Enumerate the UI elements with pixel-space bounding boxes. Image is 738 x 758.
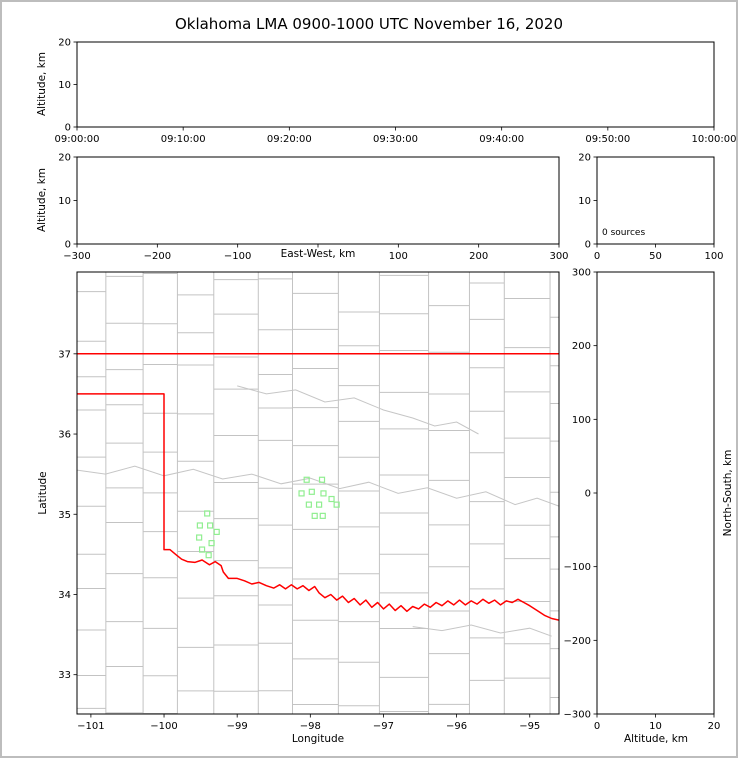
y-tick-label: 0 [585, 489, 591, 500]
alt-histogram-panel: 0 50 100 0 10 20 0 sources [578, 153, 723, 263]
ew-height-xlabel: East-West, km [280, 248, 356, 260]
station-marker [196, 522, 203, 529]
station-marker [213, 528, 220, 536]
station-marker [315, 501, 323, 508]
y-tick-label: 10 [578, 196, 591, 207]
station-marker [308, 488, 315, 495]
x-tick-label: 09:30:00 [373, 134, 418, 145]
station-marker [333, 501, 340, 508]
y-tick-label: 20 [578, 153, 591, 164]
x-tick-label: 09:20:00 [267, 134, 312, 145]
x-tick-label: −100 [224, 251, 251, 262]
station-marker [320, 490, 327, 497]
station-marker [311, 512, 318, 519]
y-tick-label: 34 [58, 590, 71, 601]
plan-view-panel: −101 −100 −99 −98 −97 −96 −95 33 34 35 36 37 [58, 271, 560, 732]
x-tick-label: 10 [649, 721, 662, 732]
x-tick-label: −300 [63, 251, 90, 262]
station-marker [303, 476, 310, 483]
station-marker [205, 552, 212, 559]
station-marker [208, 540, 215, 547]
x-tick-label: 100 [704, 251, 723, 262]
lma-stations [196, 476, 340, 559]
x-tick-label: −99 [227, 721, 248, 732]
y-tick-label: 300 [572, 268, 591, 279]
y-tick-label: −100 [564, 562, 591, 573]
station-marker [298, 490, 305, 497]
state-border [77, 353, 559, 621]
plan-view-xlabel: Longitude [291, 733, 345, 745]
x-tick-label: −100 [150, 721, 177, 732]
figure-title: Oklahoma LMA 0900-1000 UTC November 16, … [174, 15, 564, 33]
x-tick-label: 20 [708, 721, 721, 732]
y-tick-label: 33 [58, 670, 71, 681]
y-tick-label: 10 [58, 80, 71, 91]
y-tick-label: 0 [65, 123, 71, 134]
x-tick-label: 09:10:00 [161, 134, 206, 145]
x-tick-label: −200 [144, 251, 171, 262]
x-tick-label: 10:00:00 [692, 134, 737, 145]
x-tick-label: 09:00:00 [55, 134, 100, 145]
y-tick-label: 35 [58, 510, 71, 521]
x-tick-label: 200 [469, 251, 488, 262]
station-marker [198, 546, 206, 553]
y-tick-label: 20 [58, 153, 71, 164]
station-marker [196, 534, 203, 541]
station-marker [305, 501, 312, 508]
x-tick-label: 09:40:00 [479, 134, 524, 145]
station-marker [207, 522, 214, 529]
station-marker [318, 476, 326, 483]
x-tick-label: −97 [373, 721, 394, 732]
y-tick-label: 100 [572, 415, 591, 426]
county-boundaries [77, 272, 559, 714]
y-tick-label: 37 [58, 349, 71, 360]
y-tick-label: 10 [58, 196, 71, 207]
x-tick-label: 0 [594, 251, 600, 262]
y-tick-label: −200 [564, 636, 591, 647]
ns-height-panel: 0 10 20 −300 −200 −100 0 100 200 300 [564, 268, 721, 733]
y-tick-label: 36 [58, 430, 71, 441]
x-tick-label: 300 [549, 251, 568, 262]
x-tick-label: 50 [649, 251, 662, 262]
time-height-panel: 09:00:00 09:10:00 09:20:00 09:30:00 09:40:00… [55, 38, 737, 146]
y-tick-label: 20 [58, 38, 71, 49]
x-tick-label: −98 [300, 721, 321, 732]
y-tick-label: 0 [585, 240, 591, 251]
ns-height-xlabel: Altitude, km [623, 733, 689, 745]
x-tick-label: 0 [594, 721, 600, 732]
y-tick-label: −300 [564, 710, 591, 721]
rivers [77, 385, 559, 637]
x-tick-label: −96 [446, 721, 467, 732]
panel-frame [76, 271, 560, 715]
histogram-annotation: 0 sources [602, 228, 645, 238]
x-tick-label: −101 [77, 721, 104, 732]
station-marker [319, 512, 326, 519]
x-tick-label: 09:50:00 [585, 134, 630, 145]
station-marker [328, 495, 335, 503]
y-tick-label: 0 [65, 240, 71, 251]
x-tick-label: −95 [519, 721, 540, 732]
station-marker [204, 510, 211, 517]
ew-height-panel: −300 −200 −100 100 200 300 0 10 20 [58, 153, 568, 263]
y-tick-label: 200 [572, 341, 591, 352]
x-tick-label: 100 [389, 251, 408, 262]
